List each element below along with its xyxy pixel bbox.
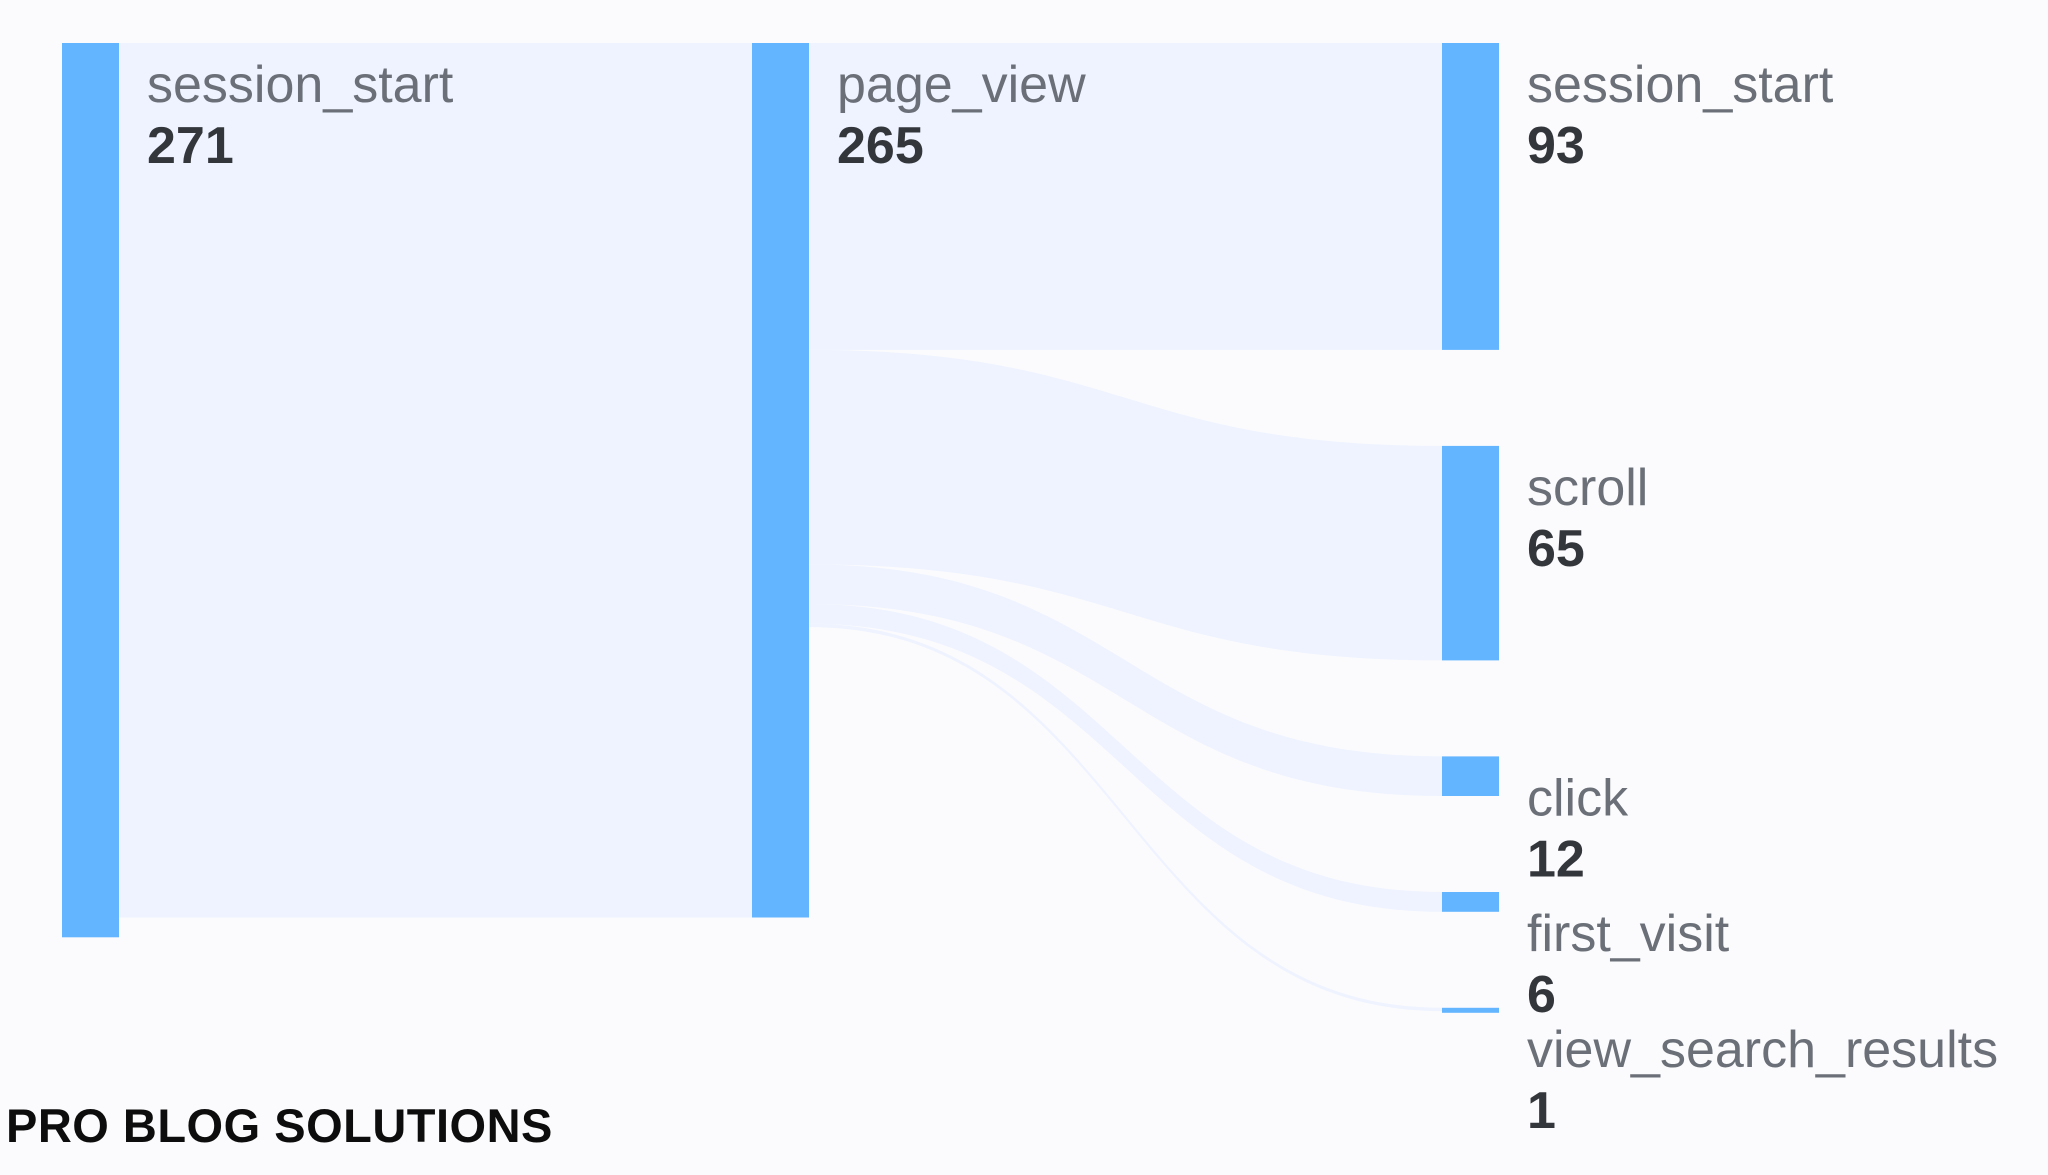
node-scroll-col2[interactable] [1442,445,1499,661]
node-value-session-start-col0: 271 [147,117,234,175]
node-session-start-col0[interactable] [62,43,119,938]
link-page-view-to-scroll[interactable] [809,349,1442,661]
node-label-page-view-col1: page_view [837,56,1086,114]
node-value-scroll-col2: 65 [1527,520,1585,578]
node-click-col2[interactable] [1442,756,1499,796]
link-page-view-to-click[interactable] [809,564,1442,796]
links-layer [119,43,1442,1012]
node-label-session-start-col2: session_start [1527,56,1834,114]
node-page-view-col1[interactable] [752,43,809,918]
node-label-view-search-results-col2: view_search_results [1527,1021,1998,1079]
link-page-view-to-first-visit[interactable] [809,604,1442,912]
link-page-view-to-session-start[interactable] [809,43,1442,350]
node-value-view-search-results-col2: 1 [1527,1082,1556,1140]
node-label-click-col2: click [1527,769,1629,827]
link-session-start-to-page-view[interactable] [119,43,752,918]
node-value-page-view-col1: 265 [837,117,924,175]
nodes-layer [62,43,1499,1013]
node-label-session-start-col0: session_start [147,56,454,114]
node-value-click-col2: 12 [1527,830,1585,888]
link-page-view-to-view-search-results[interactable] [809,623,1442,1012]
labels-layer: session_start271page_view265session_star… [147,56,1998,1140]
node-view-search-results-col2[interactable] [1442,1007,1499,1013]
node-label-scroll-col2: scroll [1527,459,1648,517]
node-value-first-visit-col2: 6 [1527,966,1556,1024]
node-first-visit-col2[interactable] [1442,892,1499,912]
watermark-brand: PRO BLOG SOLUTIONS [6,1099,553,1152]
node-session-start-col2[interactable] [1442,43,1499,350]
node-value-session-start-col2: 93 [1527,117,1585,175]
node-label-first-visit-col2: first_visit [1527,905,1730,963]
